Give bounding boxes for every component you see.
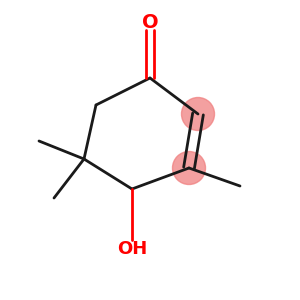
Text: OH: OH xyxy=(117,240,147,258)
Text: O: O xyxy=(142,13,158,32)
Circle shape xyxy=(182,98,214,130)
Circle shape xyxy=(172,152,206,184)
